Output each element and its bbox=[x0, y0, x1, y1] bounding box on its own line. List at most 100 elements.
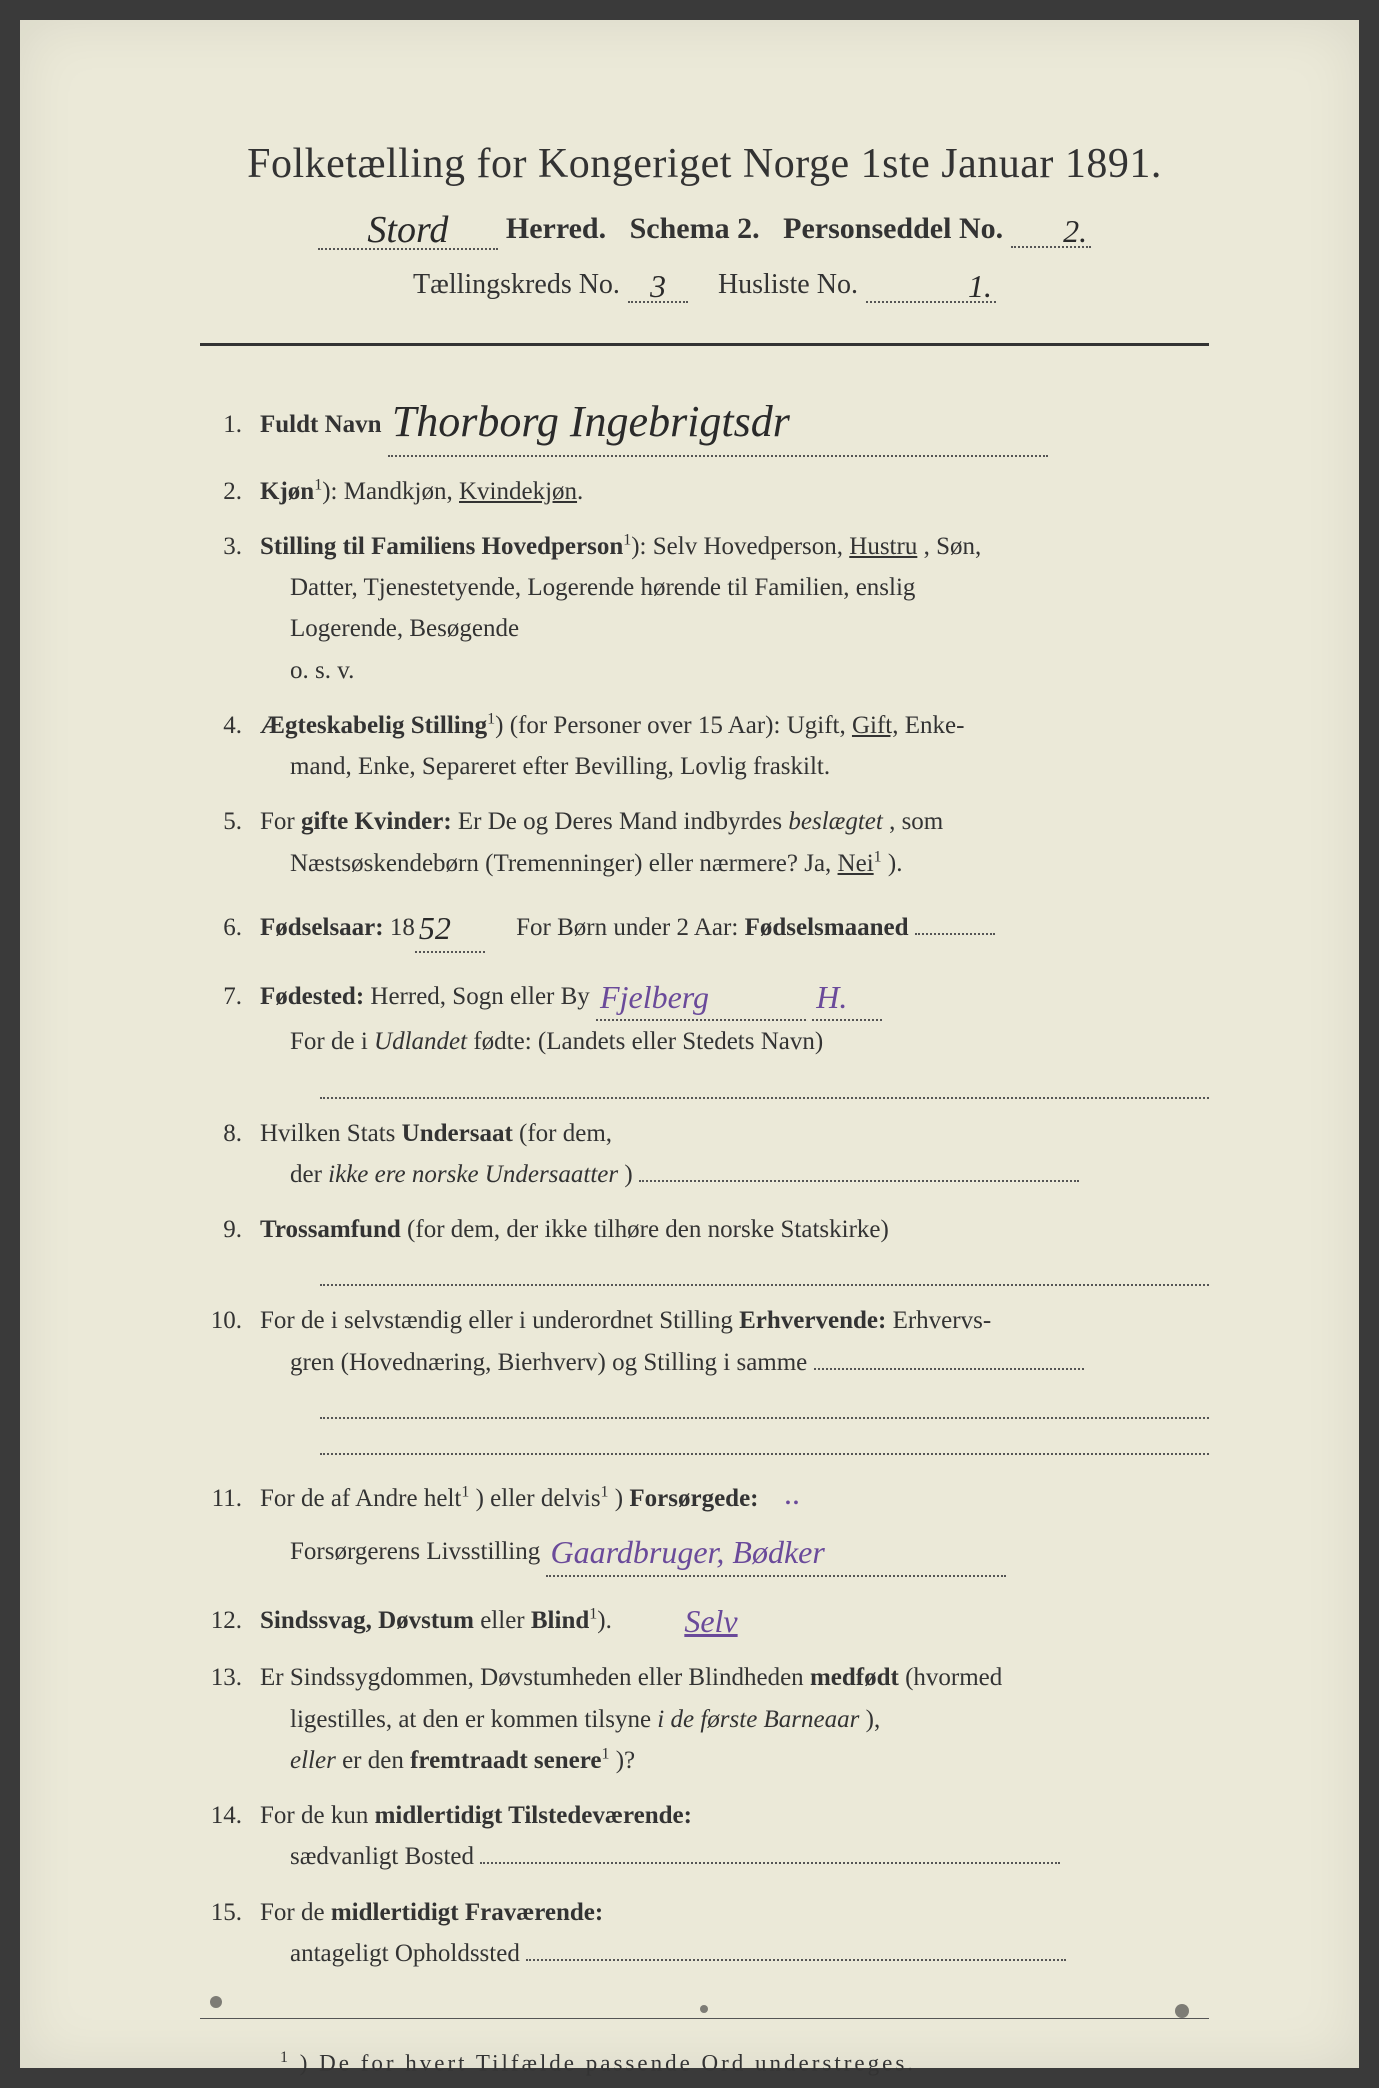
q15-blank bbox=[526, 1936, 1066, 1961]
q8-line2b: ) bbox=[624, 1161, 632, 1188]
q5-selected: Nei bbox=[838, 850, 874, 877]
question-9: 9. Trossamfund (for dem, der ikke tilhør… bbox=[200, 1209, 1209, 1286]
q11-text1: For de af Andre helt bbox=[260, 1485, 461, 1512]
q12-num: 12. bbox=[200, 1600, 260, 1641]
kreds-label: Tællingskreds No. bbox=[413, 269, 620, 301]
q12-bold2: Blind bbox=[531, 1607, 589, 1634]
q3-num: 3. bbox=[200, 526, 260, 567]
q11-text2: ) eller delvis bbox=[476, 1485, 601, 1512]
question-12: 12. Sindssvag, Døvstum eller Blind1). Se… bbox=[200, 1591, 1209, 1644]
q12-value: Selv bbox=[684, 1603, 737, 1639]
q15-num: 15. bbox=[200, 1892, 260, 1933]
q9-bold: Trossamfund bbox=[260, 1216, 401, 1243]
q3-line2: Datter, Tjenestetyende, Logerende hørend… bbox=[290, 574, 915, 601]
q1-num: 1. bbox=[200, 404, 260, 445]
question-3: 3. Stilling til Familiens Hovedperson1):… bbox=[200, 526, 1209, 691]
q6-label2: Fødselsmaaned bbox=[745, 914, 909, 941]
question-10: 10. For de i selvstændig eller i underor… bbox=[200, 1300, 1209, 1455]
q11-num: 11. bbox=[200, 1478, 260, 1519]
q7-line2b: fødte: (Landets eller Stedets Navn) bbox=[473, 1028, 823, 1055]
q13-line2b: ), bbox=[866, 1706, 881, 1733]
kreds-value: 3 bbox=[650, 268, 666, 304]
q4-num: 4. bbox=[200, 705, 260, 746]
q7-value1: Fjelberg bbox=[600, 979, 709, 1015]
q10-num: 10. bbox=[200, 1300, 260, 1341]
question-15: 15. For de midlertidigt Fraværende: anta… bbox=[200, 1892, 1209, 1975]
footnote-text: ) De for hvert Tilfælde passende Ord und… bbox=[300, 2051, 916, 2076]
q15-text: For de bbox=[260, 1899, 331, 1926]
form-title: Folketælling for Kongeriget Norge 1ste J… bbox=[200, 140, 1209, 188]
q6-text2: For Børn under 2 Aar: bbox=[516, 914, 744, 941]
q4-line1b: Enke- bbox=[905, 712, 965, 739]
q5-prefix: For bbox=[260, 808, 301, 835]
q7-text1: Herred, Sogn eller By bbox=[370, 983, 589, 1010]
q6-year-prefix: 18 bbox=[390, 914, 415, 941]
question-13: 13. Er Sindssygdommen, Døvstumheden elle… bbox=[200, 1657, 1209, 1781]
herred-label: Herred. bbox=[506, 212, 606, 246]
q3-line1b: , Søn, bbox=[924, 533, 982, 560]
q2-label: Kjøn bbox=[260, 478, 314, 505]
q13-line3a: eller bbox=[290, 1747, 336, 1774]
q3-label: Stilling til Familiens Hovedperson bbox=[260, 533, 623, 560]
q10-blank-line-a bbox=[320, 1393, 1209, 1419]
q14-blank bbox=[480, 1839, 1060, 1864]
q8-bold: Undersaat bbox=[402, 1120, 513, 1147]
question-4: 4. Ægteskabelig Stilling1) (for Personer… bbox=[200, 705, 1209, 788]
q6-num: 6. bbox=[200, 907, 260, 948]
question-1: 1. Fuldt Navn Thorborg Ingebrigtsdr bbox=[200, 382, 1209, 457]
herred-value: Stord bbox=[367, 209, 448, 251]
schema-label: Schema 2. bbox=[630, 212, 760, 246]
q4-label: Ægteskabelig Stilling bbox=[260, 712, 487, 739]
personseddel-label: Personseddel No. bbox=[783, 212, 1003, 246]
q4-selected: Gift, bbox=[852, 712, 899, 739]
q11-bold: Forsørgede: bbox=[629, 1485, 758, 1512]
q13-num: 13. bbox=[200, 1657, 260, 1698]
subheader-line-1: Stord Herred. Schema 2. Personseddel No.… bbox=[200, 204, 1209, 250]
q13-line2a: ligestilles, at den er kommen tilsyne bbox=[290, 1706, 657, 1733]
paper-spot bbox=[1175, 2004, 1189, 2018]
q1-value: Thorborg Ingebrigtsdr bbox=[392, 397, 790, 446]
q7-line2a: For de i bbox=[290, 1028, 374, 1055]
q5-italic1: beslægtet bbox=[788, 808, 882, 835]
q12-bold: Sindssvag, Døvstum bbox=[260, 1607, 474, 1634]
q14-line2: sædvanligt Bosted bbox=[290, 1843, 474, 1870]
footnote-divider bbox=[200, 2018, 1209, 2019]
q2-options: Mandkjøn, bbox=[344, 478, 459, 505]
q11-sup1: 1 bbox=[461, 1484, 469, 1501]
q2-num: 2. bbox=[200, 471, 260, 512]
q10-blank1 bbox=[814, 1345, 1084, 1370]
q7-num: 7. bbox=[200, 976, 260, 1017]
q7-blank-line bbox=[320, 1073, 1209, 1099]
q13-bold2: fremtraadt senere bbox=[410, 1747, 601, 1774]
question-2: 2. Kjøn1): Mandkjøn, Kvindekjøn. bbox=[200, 471, 1209, 512]
q11-sup2: 1 bbox=[601, 1484, 609, 1501]
q10-text1b: Erhvervs- bbox=[893, 1307, 992, 1334]
q5-bold1: gifte Kvinder: bbox=[301, 808, 452, 835]
q11-value: Gaardbruger, Bødker bbox=[550, 1534, 824, 1570]
husliste-value: 1. bbox=[968, 268, 992, 304]
q11-line2: Forsørgerens Livsstilling bbox=[290, 1538, 540, 1565]
subheader-line-2: Tællingskreds No. 3 Husliste No. 1. bbox=[200, 264, 1209, 303]
q4-paren: (for Personer over 15 Aar): Ugift, bbox=[510, 712, 852, 739]
q12-text: eller bbox=[480, 1607, 531, 1634]
q8-line1: Hvilken Stats bbox=[260, 1120, 402, 1147]
paper-spot bbox=[700, 2005, 708, 2013]
q13-line3c: )? bbox=[616, 1747, 635, 1774]
q8-line2a: der bbox=[290, 1161, 328, 1188]
q9-blank-line bbox=[320, 1260, 1209, 1286]
census-form-page: Folketælling for Kongeriget Norge 1ste J… bbox=[20, 20, 1359, 2068]
footnote: 1 ) De for hvert Tilfælde passende Ord u… bbox=[280, 2049, 1209, 2077]
q8-line1b: (for dem, bbox=[519, 1120, 612, 1147]
q7-value2: H. bbox=[816, 979, 847, 1015]
q7-label: Fødested: bbox=[260, 983, 364, 1010]
question-8: 8. Hvilken Stats Undersaat (for dem, der… bbox=[200, 1113, 1209, 1196]
q5-text1: Er De og Deres Mand indbyrdes bbox=[458, 808, 788, 835]
q13-text1: Er Sindssygdommen, Døvstumheden eller Bl… bbox=[260, 1664, 810, 1691]
question-14: 14. For de kun midlertidigt Tilstedevære… bbox=[200, 1795, 1209, 1878]
question-6: 6. Fødselsaar: 1852 For Børn under 2 Aar… bbox=[200, 898, 1209, 953]
footnote-sup: 1 bbox=[280, 2049, 291, 2066]
q3-line3: Logerende, Besøgende bbox=[290, 615, 519, 642]
q10-blank-line-b bbox=[320, 1429, 1209, 1455]
paper-spot bbox=[210, 1996, 222, 2008]
q7-italic: Udlandet bbox=[374, 1028, 467, 1055]
